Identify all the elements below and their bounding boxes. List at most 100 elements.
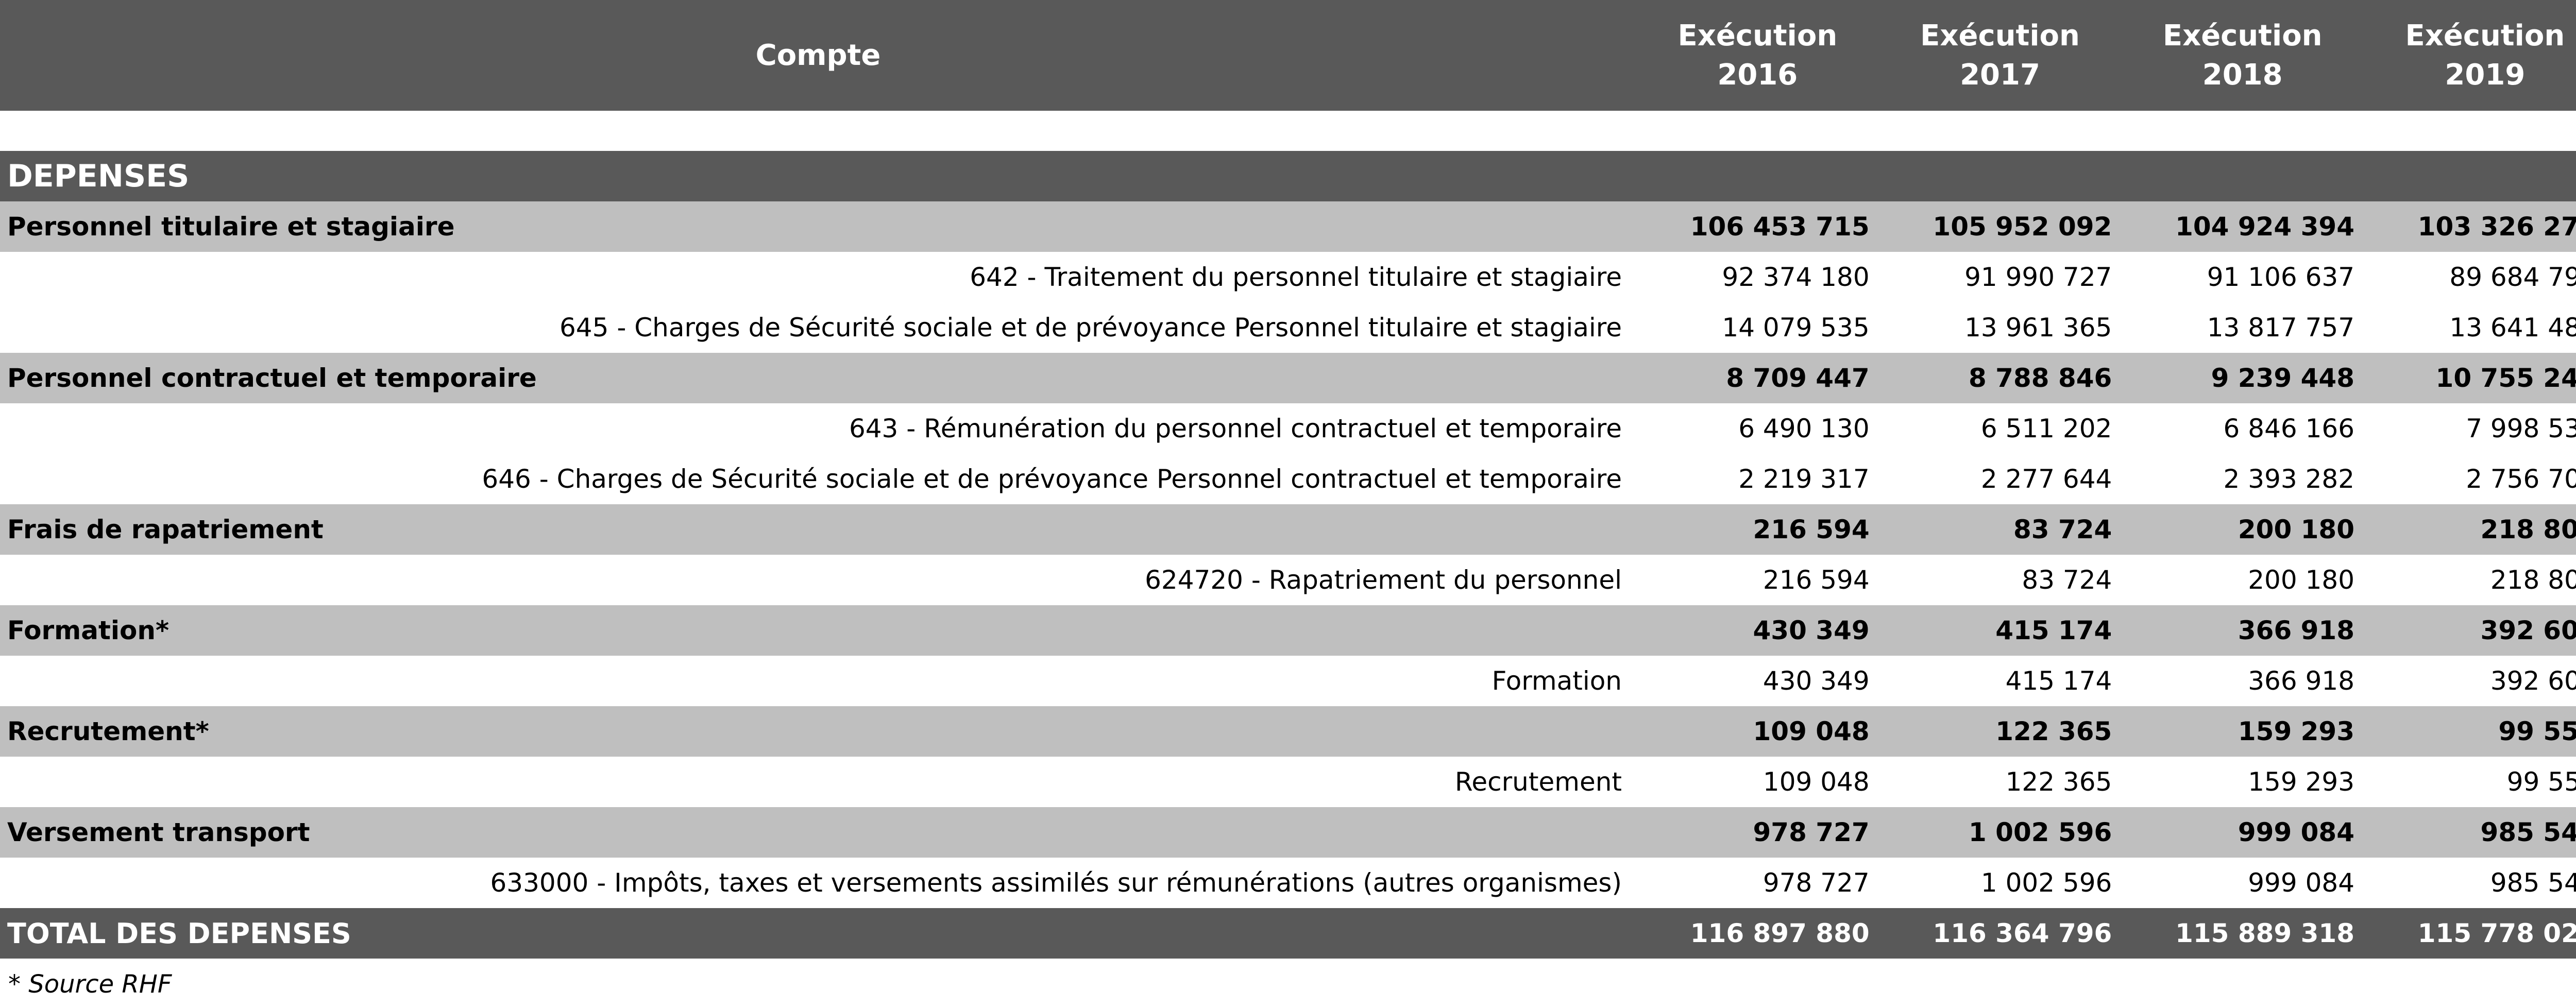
cell-value: 2 393 282 xyxy=(2223,464,2355,494)
cell-value: 978 727 xyxy=(1753,817,1870,847)
table-header: Compte Exécution 2016 Exécution 2017 Exé… xyxy=(0,0,2576,111)
footnote: * Source RHF xyxy=(8,970,172,999)
table-row: Versement transport 978 727 1 002 596 999 … xyxy=(0,807,2576,858)
row-label: 645 - Charges de Sécurité sociale et de … xyxy=(560,313,1622,343)
cell-value: 216 594 xyxy=(1762,565,1870,595)
cell-value: 978 727 xyxy=(1762,868,1870,898)
cell-value: 109 048 xyxy=(1753,716,1870,746)
cell-value: 415 174 xyxy=(2005,666,2112,696)
table-row: 633000 - Impôts, taxes et versements ass… xyxy=(0,858,2576,908)
row-label: Personnel titulaire et stagiaire xyxy=(7,212,455,242)
section-label: DEPENSES xyxy=(7,158,190,194)
table-row: 645 - Charges de Sécurité sociale et de … xyxy=(0,302,2576,353)
cell-value: 83 724 xyxy=(2013,515,2112,544)
cell-value: 200 180 xyxy=(2238,515,2355,544)
cell-value: 415 174 xyxy=(1995,616,2112,645)
cell-value: 999 084 xyxy=(2248,868,2355,898)
cell-value: 430 349 xyxy=(1753,616,1870,645)
cell-value: 109 048 xyxy=(1762,767,1870,797)
row-label: 643 - Rémunération du personnel contract… xyxy=(849,414,1622,443)
cell-value: 1 002 596 xyxy=(1980,868,2112,898)
cell-value: 14 079 535 xyxy=(1722,313,1870,343)
cell-value: 99 551 xyxy=(2506,767,2576,797)
header-year-prefix: Exécution xyxy=(1920,19,2080,53)
row-label: Personnel contractuel et temporaire xyxy=(7,363,537,393)
cell-value: 105 952 092 xyxy=(1933,212,2112,242)
header-year-cell: Exécution 2016 xyxy=(1636,0,1879,111)
cell-value: 92 374 180 xyxy=(1722,262,1870,292)
table-row: Personnel titulaire et stagiaire 106 453… xyxy=(0,201,2576,252)
row-label: 646 - Charges de Sécurité sociale et de … xyxy=(482,464,1622,494)
cell-value: 104 924 394 xyxy=(2175,212,2355,242)
header-year-prefix: Exécution xyxy=(2405,19,2565,53)
cell-value: 1 002 596 xyxy=(1968,817,2112,847)
header-gap xyxy=(0,111,2576,151)
cell-value: 122 365 xyxy=(2005,767,2112,797)
cell-value: 366 918 xyxy=(2248,666,2355,696)
row-label: 642 - Traitement du personnel titulaire … xyxy=(970,262,1622,292)
cell-value: 392 602 xyxy=(2490,666,2576,696)
cell-value: 83 724 xyxy=(2022,565,2112,595)
header-year-cell: Exécution 2017 xyxy=(1879,0,2122,111)
cell-value: 216 594 xyxy=(1753,515,1870,544)
row-label: Formation* xyxy=(7,616,170,645)
row-label: 633000 - Impôts, taxes et versements ass… xyxy=(490,868,1622,898)
cell-value: 985 540 xyxy=(2490,868,2576,898)
header-year-value: 2018 xyxy=(2202,58,2283,92)
cell-value: 89 684 793 xyxy=(2449,262,2576,292)
cell-value: 115 778 022 xyxy=(2417,918,2576,948)
cell-value: 116 897 880 xyxy=(1690,918,1870,948)
header-year-prefix: Exécution xyxy=(1677,19,1838,53)
row-label: 624720 - Rapatriement du personnel xyxy=(1145,565,1622,595)
header-year-cell: Exécution 2018 xyxy=(2121,0,2364,111)
cell-value: 7 998 539 xyxy=(2466,414,2576,443)
cell-value: 115 889 318 xyxy=(2175,918,2355,948)
cell-value: 999 084 xyxy=(2238,817,2355,847)
cell-value: 2 219 317 xyxy=(1738,464,1870,494)
table-row: 646 - Charges de Sécurité sociale et de … xyxy=(0,454,2576,504)
row-label: Recrutement xyxy=(1454,767,1622,797)
section-row-depenses: DEPENSES xyxy=(0,151,2576,201)
cell-value: 366 918 xyxy=(2238,616,2355,645)
cell-value: 10 755 245 xyxy=(2435,363,2576,393)
cell-value: 13 961 365 xyxy=(1964,313,2112,343)
cell-value: 8 788 846 xyxy=(1968,363,2112,393)
cell-value: 106 453 715 xyxy=(1690,212,1870,242)
header-compte-cell: Compte xyxy=(755,39,881,72)
cell-value: 2 277 644 xyxy=(1980,464,2112,494)
row-label: Frais de rapatriement xyxy=(7,515,324,544)
header-year-cell: Exécution 2019 xyxy=(2364,0,2576,111)
table-row: 624720 - Rapatriement du personnel 216 5… xyxy=(0,555,2576,605)
cell-value: 8 709 447 xyxy=(1726,363,1870,393)
cell-value: 218 809 xyxy=(2480,515,2576,544)
cell-value: 13 641 482 xyxy=(2449,313,2576,343)
cell-value: 122 365 xyxy=(1995,716,2112,746)
cell-value: 116 364 796 xyxy=(1933,918,2112,948)
table-row: Frais de rapatriement 216 594 83 724 200 1… xyxy=(0,504,2576,555)
cell-value: 6 490 130 xyxy=(1738,414,1870,443)
cell-value: 159 293 xyxy=(2238,716,2355,746)
table-row: Recrutement* 109 048 122 365 159 293 99 551… xyxy=(0,706,2576,757)
cell-value: 13 817 757 xyxy=(2207,313,2355,343)
table-row: Personnel contractuel et temporaire 8 70… xyxy=(0,353,2576,403)
cell-value: 91 990 727 xyxy=(1964,262,2112,292)
table-body: Personnel titulaire et stagiaire 106 453… xyxy=(0,201,2576,908)
total-row: TOTAL DES DEPENSES 116 897 880 116 364 79… xyxy=(0,908,2576,959)
total-label: TOTAL DES DEPENSES xyxy=(7,917,351,950)
cell-value: 99 551 xyxy=(2498,716,2576,746)
table-row: 642 - Traitement du personnel titulaire … xyxy=(0,252,2576,302)
row-label: Versement transport xyxy=(7,817,310,847)
cell-value: 6 846 166 xyxy=(2223,414,2355,443)
cell-value: 985 540 xyxy=(2480,817,2576,847)
row-label: Formation xyxy=(1492,666,1622,696)
cell-value: 159 293 xyxy=(2248,767,2355,797)
header-year-value: 2016 xyxy=(1717,58,1798,92)
cell-value: 218 809 xyxy=(2490,565,2576,595)
cell-value: 430 349 xyxy=(1762,666,1870,696)
cell-value: 103 326 275 xyxy=(2417,212,2576,242)
cell-value: 2 756 706 xyxy=(2466,464,2576,494)
